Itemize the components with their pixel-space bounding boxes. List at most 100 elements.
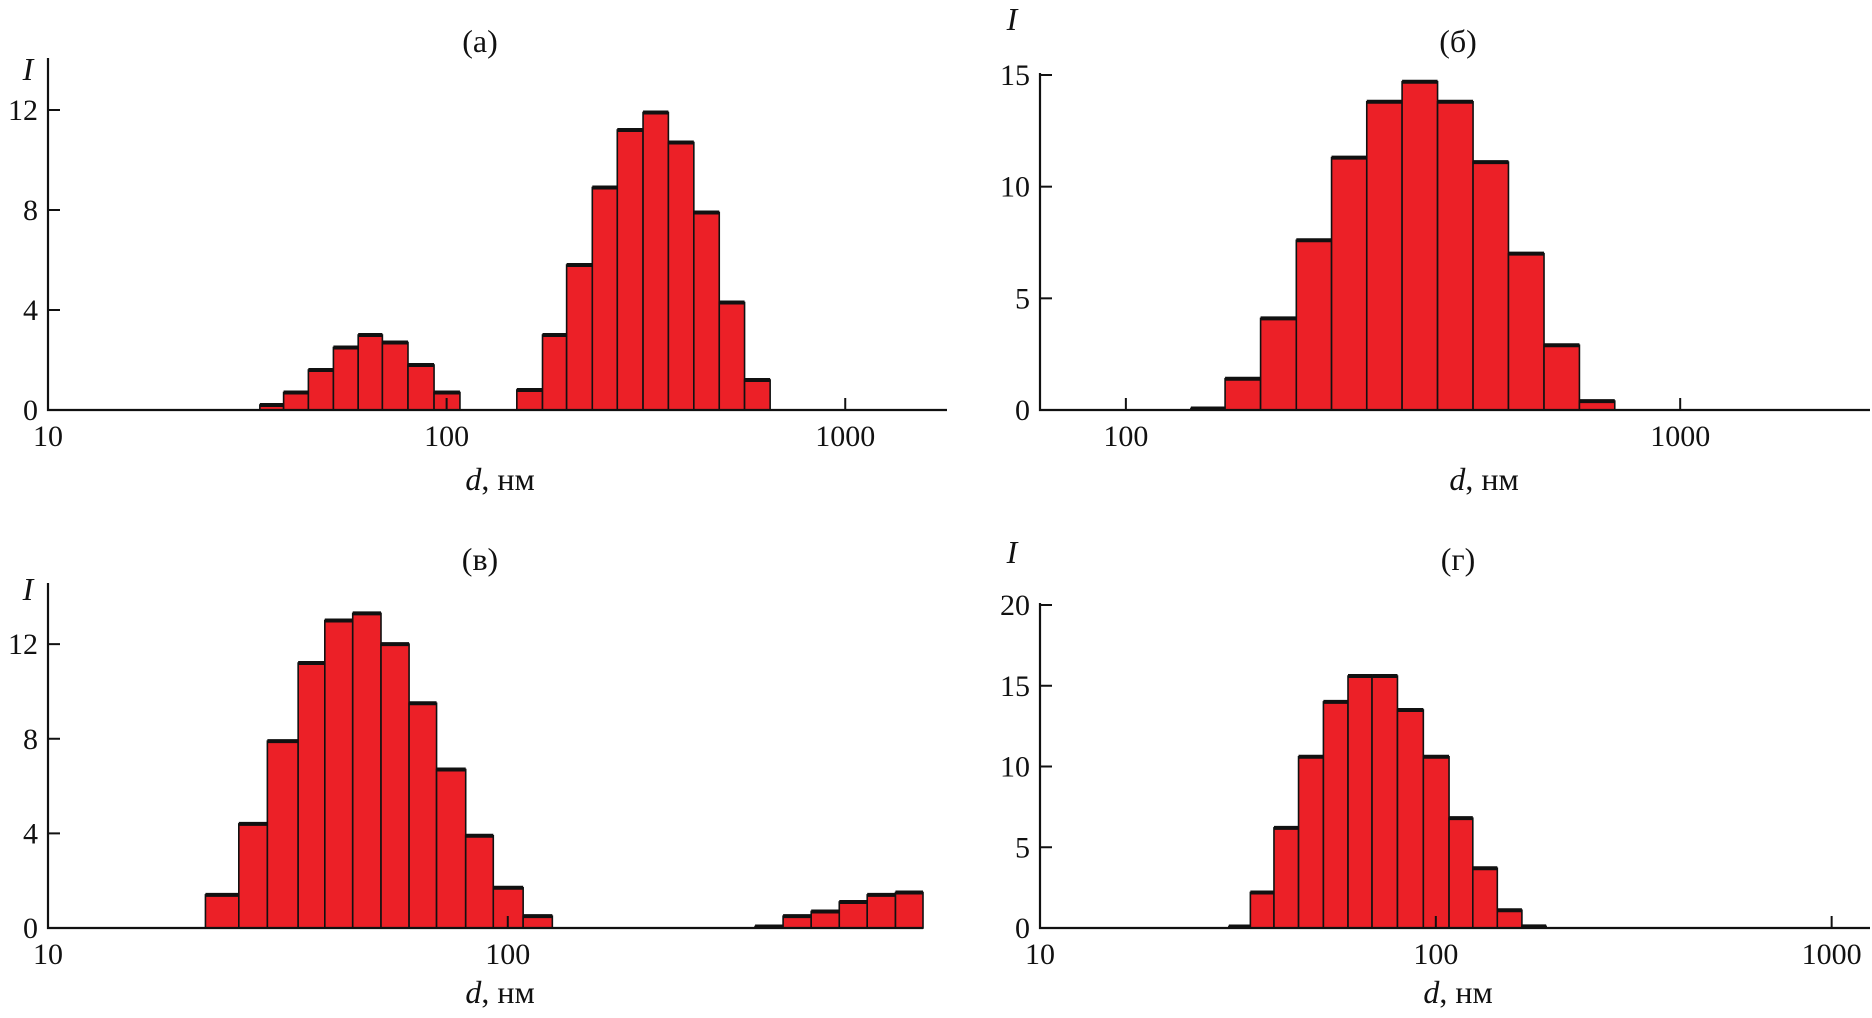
panel-a-bar-11 <box>565 264 594 411</box>
panel-a-ytick-label-1: 0 <box>23 394 38 427</box>
panel-c-bar-4 <box>297 662 326 929</box>
panel-d-bar-10 <box>1448 817 1474 929</box>
panel-d-ytick-label-3: 10 <box>1000 751 1030 784</box>
panel-c-ytick-label-3: 8 <box>23 723 38 756</box>
panel-b-bar-11 <box>1543 344 1581 411</box>
panel-c-xtick-label-2: 100 <box>485 938 530 971</box>
panel-c-ytick-label-1: 0 <box>23 912 38 945</box>
panel-a-bar-15 <box>667 141 695 411</box>
panel-b-title: (б) <box>1439 23 1477 59</box>
panel-c-bars <box>204 611 924 929</box>
panel-b-ytick-label-1: 0 <box>1015 394 1030 427</box>
panel-a-ytick-label-3: 8 <box>23 194 38 227</box>
panel-b-y-axis-label: I <box>1006 1 1019 37</box>
panel-a-axes <box>46 58 947 412</box>
panel-b-bars <box>1190 79 1616 411</box>
panel-a-bar-3 <box>307 369 335 411</box>
panel-c: 0 4 8 12 10 100 (в) I d, нм <box>8 541 924 1010</box>
panel-b-x-axis-label: d, нм <box>1449 461 1518 497</box>
panel-c-ticks: 0 4 8 12 10 100 <box>8 628 530 971</box>
panel-a-xtick-label-3: 1000 <box>815 420 875 453</box>
panel-a-bar-16 <box>693 211 721 411</box>
panel-a-ytick-label-4: 12 <box>8 94 38 127</box>
panel-c-bar-10 <box>464 834 495 929</box>
panel-a-bar-7 <box>407 364 435 411</box>
panel-b-bar-9 <box>1472 161 1510 411</box>
panel-d-x-axis-unit: , нм <box>1439 974 1492 1010</box>
panel-d-bar-6 <box>1347 675 1373 929</box>
panel-b-x-axis-symbol: d <box>1449 461 1466 497</box>
panel-a-bar-6 <box>381 341 409 411</box>
panel-c-bar-5 <box>324 619 354 929</box>
panel-c-title: (в) <box>462 541 498 577</box>
panel-d-bar-4 <box>1297 756 1325 929</box>
panel-d-bar-3 <box>1273 827 1300 929</box>
panel-a: 0 4 8 12 10 100 1000 (а) I d, нм <box>8 23 947 497</box>
panel-a-bar-2 <box>282 391 310 411</box>
panel-b-bar-6 <box>1365 101 1403 411</box>
panel-d: 0 5 10 15 20 10 100 1000 (г) I d, нм <box>1000 534 1870 1010</box>
panel-b-bar-10 <box>1507 252 1545 411</box>
panel-b-xtick-label-2: 1000 <box>1650 420 1710 453</box>
panel-c-y-axis-label: I <box>22 571 35 607</box>
panel-a-bar-18 <box>743 379 771 411</box>
panel-a-x-axis-label: d, нм <box>465 461 534 497</box>
panel-c-ytick-label-4: 12 <box>8 628 38 661</box>
panel-c-bar-6 <box>351 612 382 929</box>
panel-d-ytick-label-1: 0 <box>1015 912 1030 945</box>
panel-a-bar-12 <box>591 186 619 411</box>
panel-d-x-axis-symbol: d <box>1423 974 1440 1010</box>
panel-b: 0 5 10 15 100 1000 (б) I d, нм <box>1000 1 1870 497</box>
panel-a-x-axis-symbol: d <box>465 461 482 497</box>
panel-b-bar-2 <box>1224 377 1262 411</box>
panel-c-bar-1 <box>204 894 240 929</box>
panel-c-xtick-label-1: 10 <box>33 938 63 971</box>
panel-a-bar-10 <box>541 334 568 411</box>
panel-a-bar-14 <box>642 111 670 411</box>
panel-c-bar-17 <box>866 894 897 929</box>
panel-c-bar-3 <box>266 740 299 929</box>
panel-b-ytick-label-4: 15 <box>1000 59 1030 92</box>
panel-c-ytick-label-2: 4 <box>23 817 38 850</box>
panel-d-ytick-label-4: 15 <box>1000 670 1030 703</box>
panel-a-bar-13 <box>616 129 644 411</box>
panel-c-bar-2 <box>238 823 269 929</box>
panel-d-ytick-label-2: 5 <box>1015 831 1030 864</box>
panel-c-bar-9 <box>435 768 467 929</box>
panel-b-bar-5 <box>1330 156 1368 411</box>
panel-a-x-axis-unit: , нм <box>481 461 534 497</box>
panel-a-bars <box>259 110 771 411</box>
panel-d-xtick-label-3: 1000 <box>1802 938 1862 971</box>
panel-a-bar-17 <box>718 301 746 411</box>
panel-a-ticks: 0 4 8 12 10 100 1000 <box>8 94 875 453</box>
panel-d-bar-8 <box>1396 709 1425 929</box>
panel-b-bar-3 <box>1259 317 1298 411</box>
panel-c-bar-15 <box>810 910 841 929</box>
panel-d-ticks: 0 5 10 15 20 10 100 1000 <box>1000 589 1862 971</box>
panel-d-xtick-label-1: 10 <box>1025 938 1055 971</box>
panel-d-bar-5 <box>1322 701 1349 929</box>
panel-b-x-axis-unit: , нм <box>1465 461 1518 497</box>
panel-c-x-axis-symbol: d <box>465 974 482 1010</box>
panel-d-bar-7 <box>1371 675 1399 929</box>
panel-d-bar-11 <box>1472 867 1499 929</box>
panel-b-ticks: 0 5 10 15 100 1000 <box>1000 59 1710 453</box>
panel-a-bar-5 <box>357 334 384 411</box>
panel-d-bar-9 <box>1422 756 1450 929</box>
panel-a-ytick-label-2: 4 <box>23 294 38 327</box>
panel-a-y-axis-label: I <box>22 51 35 87</box>
panel-a-bar-9 <box>516 389 544 411</box>
panel-c-bar-16 <box>838 901 869 929</box>
panel-c-bar-7 <box>380 643 410 929</box>
panel-c-x-axis-label: d, нм <box>465 974 534 1010</box>
panel-c-bar-8 <box>408 702 438 929</box>
panel-d-y-axis-label: I <box>1006 534 1019 570</box>
panel-a-xtick-label-2: 100 <box>424 420 469 453</box>
panel-b-bar-7 <box>1401 80 1439 411</box>
panel-b-ytick-label-3: 10 <box>1000 171 1030 204</box>
panel-b-bar-4 <box>1295 239 1333 411</box>
panel-a-xtick-label-1: 10 <box>33 420 63 453</box>
panel-a-bar-4 <box>332 346 359 411</box>
panel-c-x-axis-unit: , нм <box>481 974 534 1010</box>
